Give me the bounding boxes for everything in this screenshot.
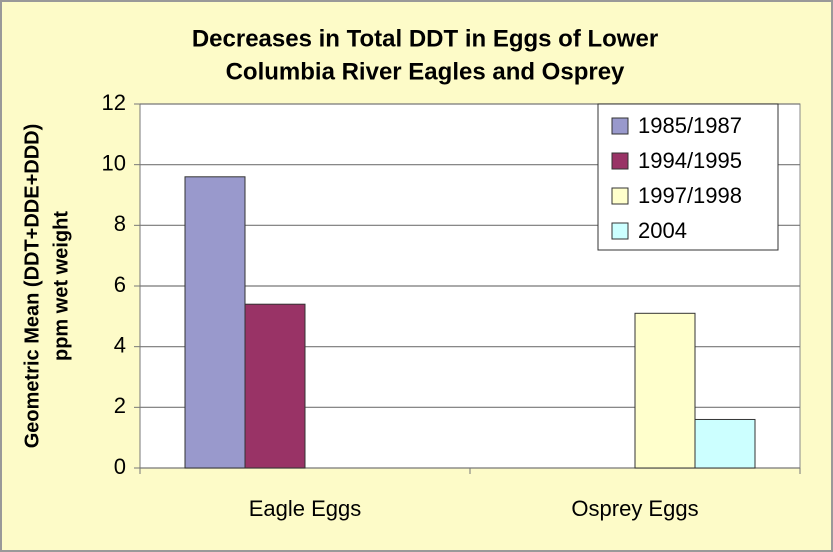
legend-label: 2004	[638, 218, 687, 243]
y-tick-label: 4	[114, 332, 126, 357]
x-tick-label: Eagle Eggs	[249, 496, 362, 521]
legend-swatch	[611, 117, 629, 135]
legend-label: 1997/1998	[638, 183, 742, 208]
y-tick-label: 12	[102, 90, 126, 115]
y-axis-label: Geometric Mean (DDT+DDE+DDD)	[21, 124, 43, 449]
bar	[694, 418, 756, 469]
y-tick-label: 10	[102, 150, 126, 175]
chart-title: Decreases in Total DDT in Eggs of Lower	[192, 25, 658, 52]
legend-label: 1985/1987	[638, 113, 742, 138]
chart-title: Columbia River Eagles and Osprey	[226, 58, 625, 85]
legend-swatch	[611, 222, 629, 240]
x-tick-label: Osprey Eggs	[571, 496, 698, 521]
y-axis-label: ppm wet weight	[50, 211, 72, 361]
y-tick-label: 8	[114, 211, 126, 236]
legend-swatch	[611, 152, 629, 170]
legend-label: 1994/1995	[638, 148, 742, 173]
bar	[184, 176, 246, 469]
y-tick-label: 6	[114, 272, 126, 297]
y-tick-label: 2	[114, 393, 126, 418]
y-tick-label: 0	[114, 454, 126, 479]
legend-swatch	[611, 187, 629, 205]
bar	[634, 312, 696, 469]
bar	[244, 303, 306, 469]
